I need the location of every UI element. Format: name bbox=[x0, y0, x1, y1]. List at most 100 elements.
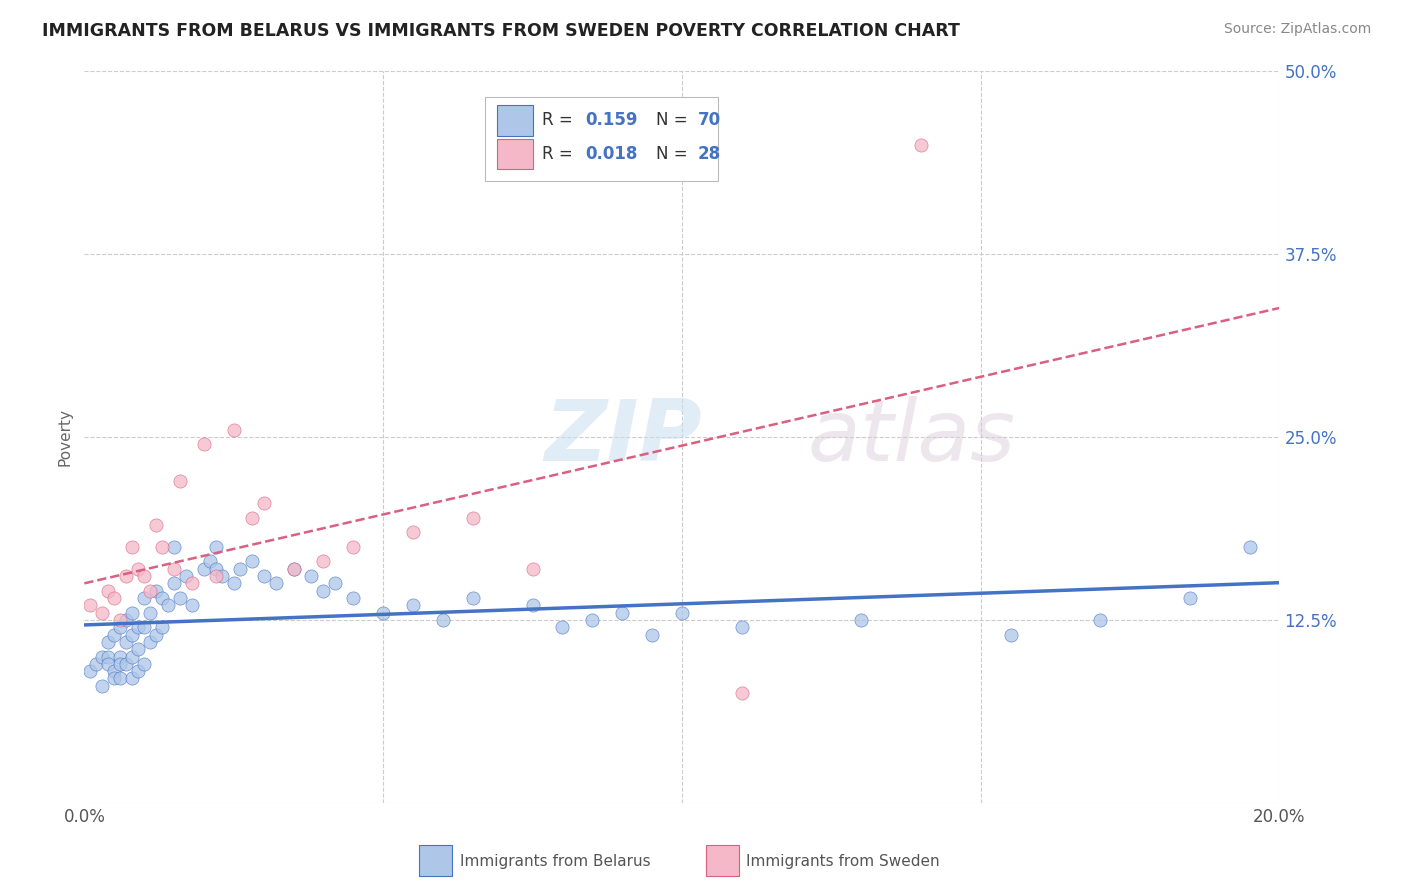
Point bbox=[121, 627, 143, 641]
Point bbox=[181, 576, 204, 591]
Point bbox=[97, 657, 120, 671]
Point bbox=[342, 540, 364, 554]
Point bbox=[132, 620, 156, 634]
Point bbox=[228, 562, 252, 576]
FancyBboxPatch shape bbox=[485, 97, 718, 181]
Point bbox=[240, 510, 263, 524]
Point bbox=[198, 554, 221, 568]
Text: atlas: atlas bbox=[807, 395, 1015, 479]
Point bbox=[169, 591, 191, 605]
Point bbox=[110, 620, 132, 634]
FancyBboxPatch shape bbox=[706, 846, 740, 876]
Point bbox=[174, 569, 197, 583]
Point bbox=[91, 606, 114, 620]
Point bbox=[97, 635, 120, 649]
Point bbox=[150, 591, 173, 605]
Point bbox=[145, 627, 167, 641]
Point bbox=[193, 437, 215, 451]
FancyBboxPatch shape bbox=[496, 138, 533, 169]
Point bbox=[103, 672, 125, 686]
Point bbox=[211, 569, 233, 583]
Point bbox=[301, 569, 323, 583]
Text: 0.018: 0.018 bbox=[585, 145, 637, 163]
Point bbox=[612, 606, 634, 620]
Text: N =: N = bbox=[655, 145, 693, 163]
Point bbox=[150, 540, 173, 554]
Point bbox=[139, 606, 162, 620]
Text: Source: ZipAtlas.com: Source: ZipAtlas.com bbox=[1223, 22, 1371, 37]
Point bbox=[121, 606, 143, 620]
Text: ZIP: ZIP bbox=[544, 395, 702, 479]
Point bbox=[253, 496, 276, 510]
Point bbox=[145, 517, 167, 532]
Point bbox=[115, 613, 138, 627]
Point bbox=[115, 657, 138, 671]
Point bbox=[79, 664, 101, 678]
Text: N =: N = bbox=[655, 112, 693, 129]
Text: Immigrants from Sweden: Immigrants from Sweden bbox=[747, 854, 941, 869]
Text: 28: 28 bbox=[697, 145, 720, 163]
Point bbox=[127, 620, 149, 634]
Point bbox=[110, 657, 132, 671]
Point bbox=[157, 599, 180, 613]
Point bbox=[115, 635, 138, 649]
Point bbox=[641, 627, 664, 641]
Point bbox=[110, 649, 132, 664]
Point bbox=[342, 591, 364, 605]
Point bbox=[205, 562, 228, 576]
Point bbox=[115, 569, 138, 583]
Y-axis label: Poverty: Poverty bbox=[58, 408, 73, 467]
Point bbox=[325, 576, 347, 591]
Point bbox=[283, 562, 305, 576]
Point bbox=[222, 423, 245, 437]
Point bbox=[193, 562, 215, 576]
Point bbox=[461, 591, 484, 605]
Point bbox=[97, 649, 120, 664]
Point bbox=[181, 599, 204, 613]
Point bbox=[121, 540, 143, 554]
Point bbox=[97, 583, 120, 598]
Text: Immigrants from Belarus: Immigrants from Belarus bbox=[460, 854, 650, 869]
Point bbox=[139, 583, 162, 598]
Point bbox=[461, 510, 484, 524]
Point bbox=[240, 554, 263, 568]
Point bbox=[402, 599, 425, 613]
Point bbox=[1239, 540, 1261, 554]
Point bbox=[132, 657, 156, 671]
Text: IMMIGRANTS FROM BELARUS VS IMMIGRANTS FROM SWEDEN POVERTY CORRELATION CHART: IMMIGRANTS FROM BELARUS VS IMMIGRANTS FR… bbox=[42, 22, 960, 40]
Point bbox=[205, 540, 228, 554]
Text: 0.159: 0.159 bbox=[585, 112, 637, 129]
Point bbox=[127, 642, 149, 657]
Point bbox=[103, 627, 125, 641]
Point bbox=[551, 620, 574, 634]
Point bbox=[222, 576, 245, 591]
Point bbox=[312, 583, 335, 598]
Point bbox=[522, 562, 544, 576]
FancyBboxPatch shape bbox=[496, 105, 533, 136]
Point bbox=[121, 672, 143, 686]
Point bbox=[127, 562, 149, 576]
Point bbox=[121, 649, 143, 664]
Point bbox=[79, 599, 101, 613]
Point bbox=[127, 664, 149, 678]
Point bbox=[150, 620, 173, 634]
Point bbox=[103, 664, 125, 678]
Point bbox=[169, 474, 191, 488]
Point bbox=[253, 569, 276, 583]
Point bbox=[103, 591, 125, 605]
Point bbox=[163, 576, 186, 591]
Point bbox=[581, 613, 603, 627]
Point bbox=[205, 569, 228, 583]
Point bbox=[1090, 613, 1112, 627]
Point bbox=[522, 599, 544, 613]
Text: R =: R = bbox=[543, 145, 578, 163]
FancyBboxPatch shape bbox=[419, 846, 453, 876]
Point bbox=[110, 613, 132, 627]
Point bbox=[910, 137, 932, 152]
Point bbox=[1178, 591, 1201, 605]
Point bbox=[264, 576, 287, 591]
Point bbox=[132, 569, 156, 583]
Point bbox=[163, 562, 186, 576]
Point bbox=[139, 635, 162, 649]
Point bbox=[145, 583, 167, 598]
